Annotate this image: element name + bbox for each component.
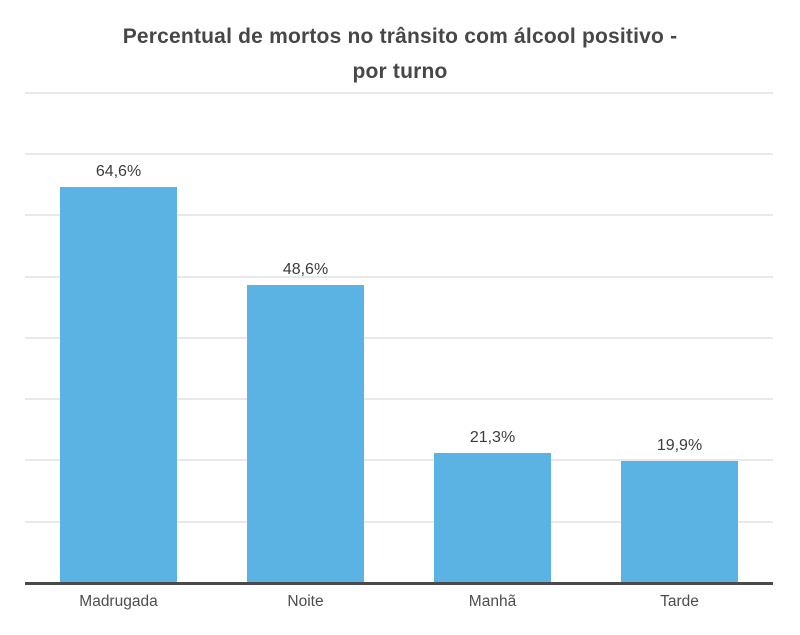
gridline-60pct — [25, 214, 773, 216]
value-label-tarde: 19,9% — [656, 437, 703, 455]
gridline-30pct — [25, 398, 773, 400]
gridline-70pct — [25, 153, 773, 155]
gridline-50pct — [25, 276, 773, 278]
value-label-manha: 21,3% — [469, 428, 516, 446]
bar-noite — [247, 285, 365, 583]
bar-manha — [434, 452, 552, 583]
chart-title-line-2: por turno — [352, 60, 448, 83]
x-axis-line — [25, 582, 773, 585]
category-label-madrugada: Madrugada — [79, 593, 158, 610]
category-label-noite: Noite — [287, 593, 324, 610]
category-label-tarde: Tarde — [660, 593, 699, 610]
chart-title: Percentual de mortos no trânsito com álc… — [0, 19, 800, 89]
bar-madrugada — [60, 187, 178, 583]
gridline-40pct — [25, 337, 773, 339]
gridline-10pct — [25, 521, 773, 523]
value-label-noite: 48,6% — [282, 261, 329, 279]
chart-title-line-1: Percentual de mortos no trânsito com álc… — [122, 25, 678, 48]
category-label-manha: Manhã — [468, 593, 517, 610]
gridline-20pct — [25, 459, 773, 461]
plot-area: 64,6% Madrugada 48,6% Noite 21,3% Manhã 19,9% T… — [25, 92, 773, 610]
value-label-madrugada: 64,6% — [95, 163, 142, 181]
bar-tarde — [621, 461, 739, 583]
gridline-80pct — [25, 92, 773, 94]
